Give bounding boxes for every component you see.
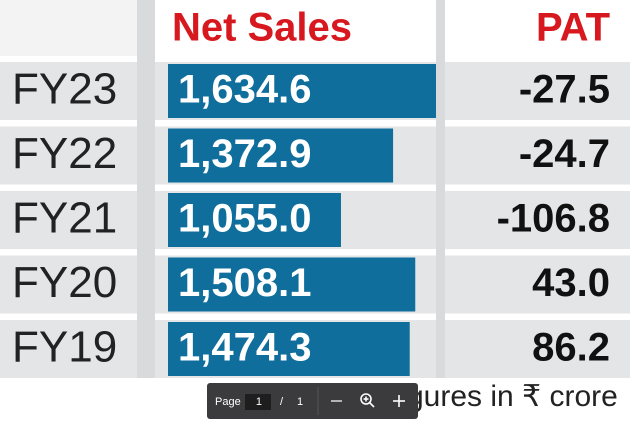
- row-label: FY23: [12, 65, 117, 114]
- row-bg: [0, 320, 137, 378]
- row-label: FY19: [12, 323, 117, 372]
- row-bg: [445, 191, 630, 249]
- row-bg: [0, 255, 137, 314]
- row-label: FY20: [12, 258, 117, 307]
- row-bg: [0, 62, 137, 120]
- value-label: -106.8: [497, 197, 610, 241]
- column-header: PAT: [536, 6, 610, 50]
- page-label: Page: [215, 396, 241, 408]
- value-label: 86.2: [532, 326, 610, 370]
- zoom-in[interactable]: [393, 395, 405, 407]
- bar: [168, 193, 341, 247]
- row-bg: [0, 126, 137, 185]
- row-label: FY22: [12, 129, 117, 178]
- row-bg: [445, 126, 630, 185]
- bar: [168, 128, 394, 183]
- row-bg: [445, 62, 630, 120]
- bar: [168, 257, 416, 312]
- value-label: -24.7: [519, 132, 610, 176]
- value-label: 1,634.6: [178, 68, 311, 112]
- column-header: Net Sales: [172, 6, 352, 50]
- row-label: FY21: [12, 194, 117, 243]
- bar: [168, 322, 410, 376]
- page-separator: /: [280, 396, 284, 408]
- value-label: 1,372.9: [178, 132, 311, 176]
- row-bg: [445, 255, 630, 314]
- page-input[interactable]: [245, 394, 271, 410]
- total-pages: 1: [297, 396, 303, 408]
- column-divider: [137, 0, 155, 378]
- value-label: -27.5: [519, 68, 610, 112]
- bar: [168, 64, 436, 118]
- row-bg: [0, 191, 137, 249]
- current-page: 1: [256, 396, 262, 408]
- viewer-toolbar: Page 1 / 1: [207, 383, 418, 419]
- zoom-icon[interactable]: [360, 393, 375, 408]
- header-corner: [0, 0, 137, 56]
- row-bg: [445, 320, 630, 378]
- note: Figures in ₹ crore: [382, 380, 618, 413]
- value-label: 1,055.0: [178, 197, 311, 241]
- value-label: 43.0: [532, 261, 610, 305]
- value-label: 1,474.3: [178, 326, 311, 370]
- value-label: 1,508.1: [178, 261, 311, 305]
- column-divider: [436, 0, 445, 378]
